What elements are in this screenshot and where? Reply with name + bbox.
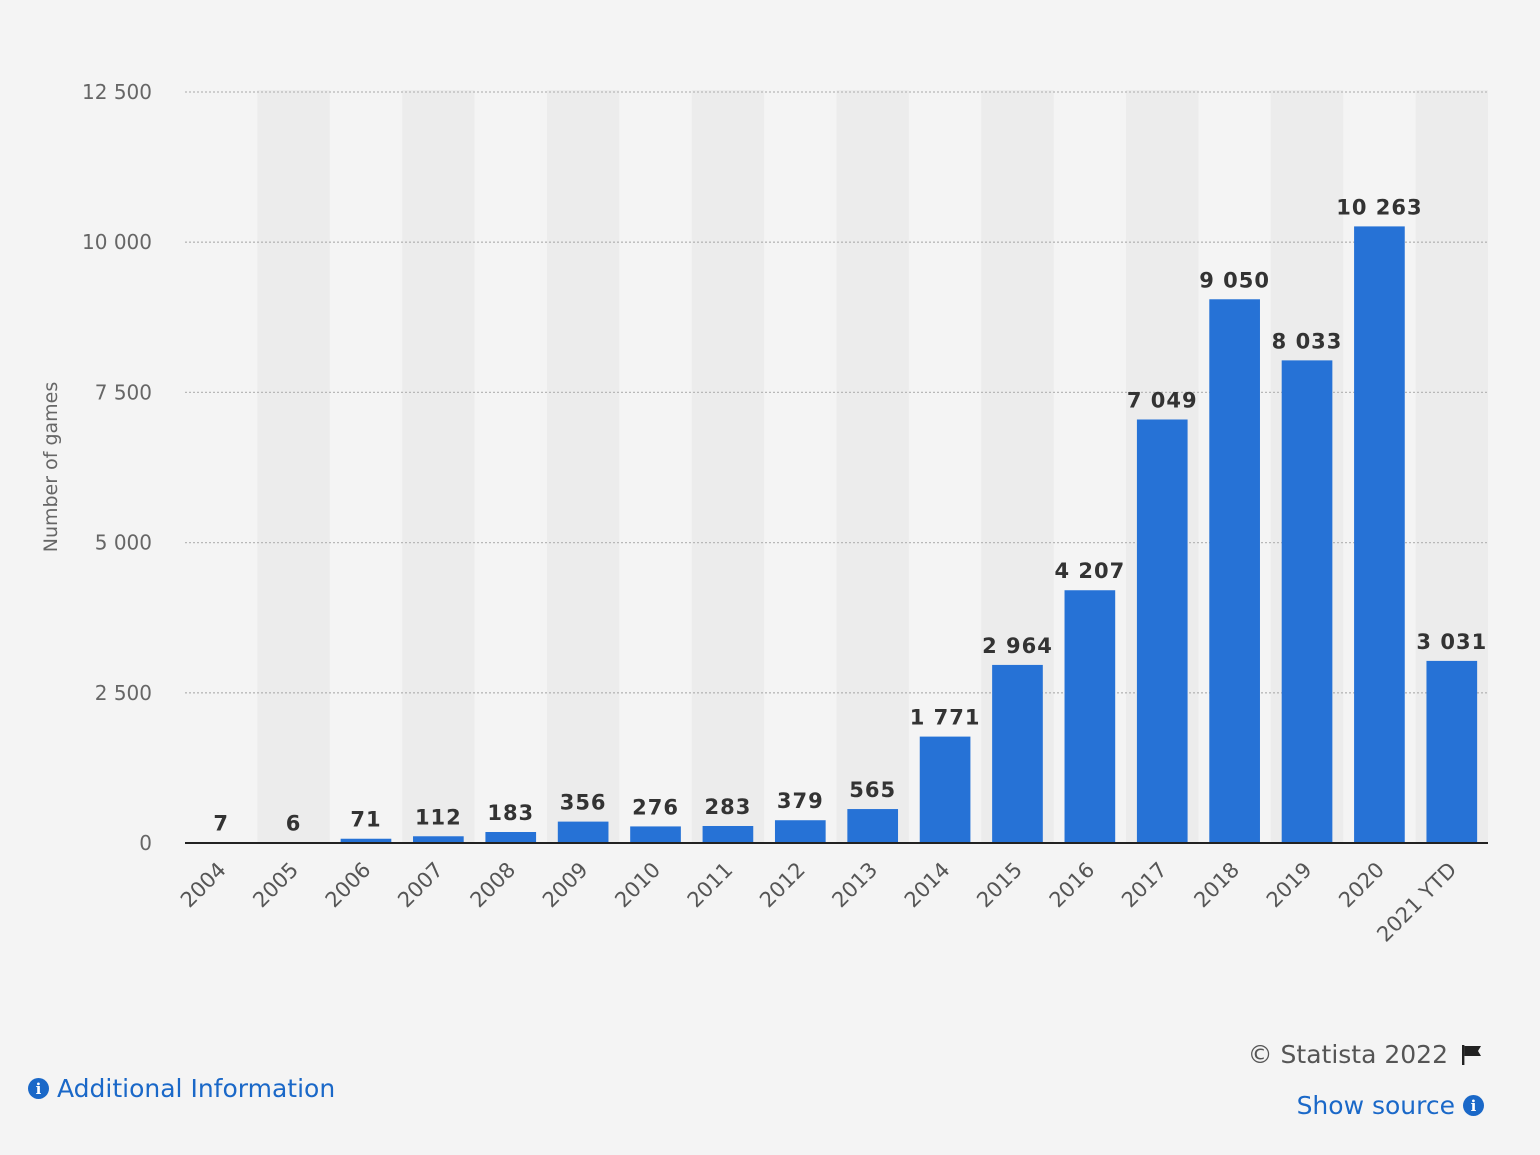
info-circle-icon: i — [28, 1078, 49, 1099]
y-tick-label: 5 000 — [95, 531, 152, 555]
data-label: 276 — [632, 795, 679, 819]
bar — [1136, 419, 1188, 843]
data-label: 6 — [286, 812, 302, 836]
x-tick-label: 2008 — [466, 858, 521, 913]
column-band — [836, 90, 909, 843]
data-label: 356 — [560, 791, 607, 815]
x-tick-label: 2018 — [1189, 858, 1244, 913]
info-circle-icon: i — [1463, 1095, 1484, 1116]
copyright-text: © Statista 2022 — [1247, 1040, 1448, 1069]
show-source-label: Show source — [1296, 1091, 1455, 1120]
x-tick-label: 2019 — [1262, 858, 1317, 913]
column-band — [257, 90, 330, 843]
bar — [1426, 660, 1478, 843]
x-tick-label: 2016 — [1045, 858, 1100, 913]
data-label: 565 — [849, 778, 896, 802]
data-label: 9 050 — [1199, 268, 1270, 292]
x-tick-label: 2009 — [538, 858, 593, 913]
data-label: 71 — [350, 808, 381, 832]
x-tick-label: 2014 — [900, 858, 955, 913]
x-tick-label: 2021 YTD — [1372, 858, 1461, 947]
bar — [847, 809, 899, 843]
x-tick-label: 2005 — [248, 858, 303, 913]
additional-information-link[interactable]: i Additional Information — [28, 1074, 335, 1103]
y-tick-label: 0 — [139, 831, 152, 855]
y-tick-label: 12 500 — [82, 80, 152, 104]
bar — [1354, 226, 1405, 844]
data-label: 1 771 — [910, 706, 981, 730]
bar — [992, 664, 1043, 843]
column-band — [546, 90, 620, 843]
x-tick-label: 2013 — [827, 858, 882, 913]
bar — [630, 826, 681, 843]
x-tick-label: 2012 — [755, 858, 810, 913]
data-label: 7 049 — [1127, 388, 1198, 412]
flag-icon[interactable] — [1460, 1044, 1484, 1066]
data-label: 4 207 — [1054, 559, 1125, 583]
data-label: 10 263 — [1336, 195, 1422, 219]
y-tick-label: 7 500 — [95, 380, 152, 404]
x-tick-label: 2007 — [393, 858, 448, 913]
bar — [702, 825, 754, 843]
bar — [413, 836, 464, 843]
additional-information-label: Additional Information — [57, 1074, 336, 1103]
data-label: 112 — [415, 805, 462, 829]
bar — [485, 832, 537, 843]
x-tick-label: 2015 — [972, 858, 1027, 913]
data-label: 283 — [704, 795, 751, 819]
bar — [774, 820, 826, 843]
bar — [1064, 590, 1116, 843]
x-tick-label: 2020 — [1334, 858, 1389, 913]
column-band — [691, 90, 765, 843]
bar — [919, 736, 971, 843]
data-label: 379 — [777, 789, 824, 813]
copyright-notice: © Statista 2022 — [1248, 1040, 1484, 1069]
y-tick-label: 2 500 — [95, 681, 152, 705]
bar — [1281, 360, 1333, 843]
bar-chart: 0 2 500 5 000 7 500 10 000 12 500 7 2004 6 2005 71… — [40, 80, 1488, 947]
y-tick-label: 10 000 — [82, 230, 152, 254]
x-tick-label: 2011 — [683, 858, 738, 913]
data-label: 183 — [487, 801, 534, 825]
bar — [1209, 299, 1260, 843]
y-axis-title: Number of games — [40, 382, 62, 553]
x-tick-label: 2010 — [610, 858, 665, 913]
data-label: 3 031 — [1416, 630, 1487, 654]
bar — [557, 821, 609, 843]
bar — [340, 838, 392, 843]
show-source-link[interactable]: Show source i — [1297, 1091, 1484, 1120]
chart: 0 2 500 5 000 7 500 10 000 12 500 7 2004 6 2005 71… — [40, 80, 1488, 947]
column-band — [402, 90, 475, 843]
x-tick-label: 2006 — [321, 858, 376, 913]
data-label: 2 964 — [982, 634, 1053, 658]
data-label: 7 — [213, 812, 229, 836]
x-tick-label: 2017 — [1117, 858, 1172, 913]
x-tick-label: 2004 — [176, 858, 231, 913]
data-label: 8 033 — [1272, 329, 1343, 353]
